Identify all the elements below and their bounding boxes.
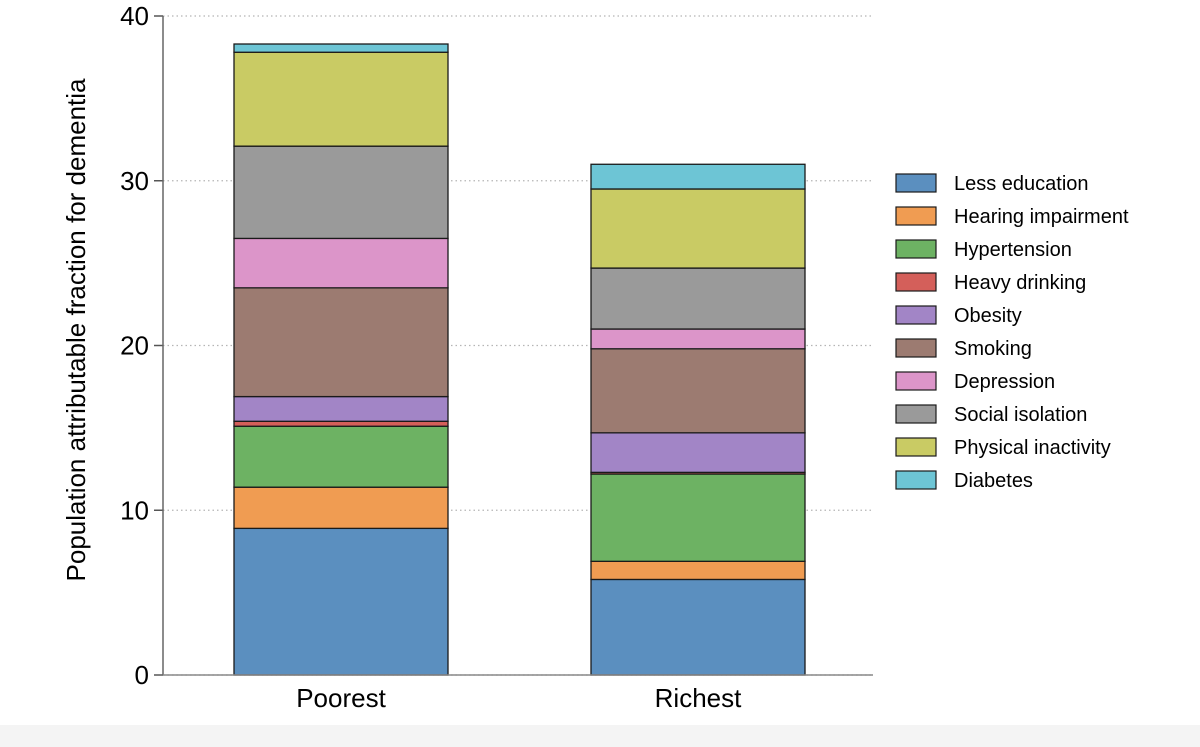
bar-segment (590, 578, 806, 676)
x-tick-label: Poorest (296, 683, 386, 713)
bar-segment (233, 43, 449, 53)
legend-swatch (895, 206, 937, 226)
legend-label: Less education (954, 173, 1089, 195)
legend-label: Physical inactivity (954, 437, 1111, 459)
y-tick-label: 40 (120, 1, 149, 31)
bars (233, 43, 806, 676)
bar-segment (233, 395, 449, 422)
x-tick-labels: Poorest Richest (296, 683, 742, 713)
legend-label: Depression (954, 371, 1055, 393)
bar-segment (233, 287, 449, 398)
bar-segment (590, 348, 806, 434)
axes (154, 15, 873, 676)
legend-label: Diabetes (954, 470, 1033, 492)
bar-segment (233, 145, 449, 240)
footer-band (0, 725, 1200, 747)
bar-segment (590, 267, 806, 330)
y-tick-label: 30 (120, 166, 149, 196)
legend-label: Social isolation (954, 404, 1087, 426)
bar-segment (590, 163, 806, 190)
bar-segment (590, 328, 806, 350)
y-tick-label: 10 (120, 495, 149, 525)
y-tick-label: 20 (120, 331, 149, 361)
bar-segment (590, 473, 806, 562)
legend-swatch (895, 404, 937, 424)
legend-label: Hypertension (954, 239, 1072, 261)
legend-label: Smoking (954, 338, 1032, 360)
y-tick-label: 0 (135, 660, 149, 690)
bar-segment (233, 51, 449, 147)
legend-label: Obesity (954, 305, 1022, 327)
legend-swatch (895, 305, 937, 325)
legend-swatch (895, 470, 937, 490)
legend-swatch (895, 338, 937, 358)
legend-label: Heavy drinking (954, 272, 1086, 294)
bar-segment (590, 560, 806, 581)
legend-swatch (895, 371, 937, 391)
legend-swatch (895, 173, 937, 193)
legend-swatch (895, 239, 937, 259)
legend-swatch (895, 437, 937, 457)
y-axis-label: Population attributable fraction for dem… (61, 78, 91, 582)
bar-segment (590, 432, 806, 474)
y-tick-labels: 0 10 20 30 40 (120, 1, 149, 690)
bar-segment (233, 237, 449, 289)
bar-segment (233, 527, 449, 676)
bar-segment (590, 188, 806, 269)
bar-segment (233, 486, 449, 530)
legend: Less education Hearing impairment Hyperten… (895, 173, 1129, 492)
bar-segment (233, 425, 449, 488)
bar-segment (233, 420, 449, 427)
legend-swatch (895, 272, 937, 292)
x-tick-label: Richest (655, 683, 742, 713)
legend-label: Hearing impairment (954, 206, 1129, 228)
